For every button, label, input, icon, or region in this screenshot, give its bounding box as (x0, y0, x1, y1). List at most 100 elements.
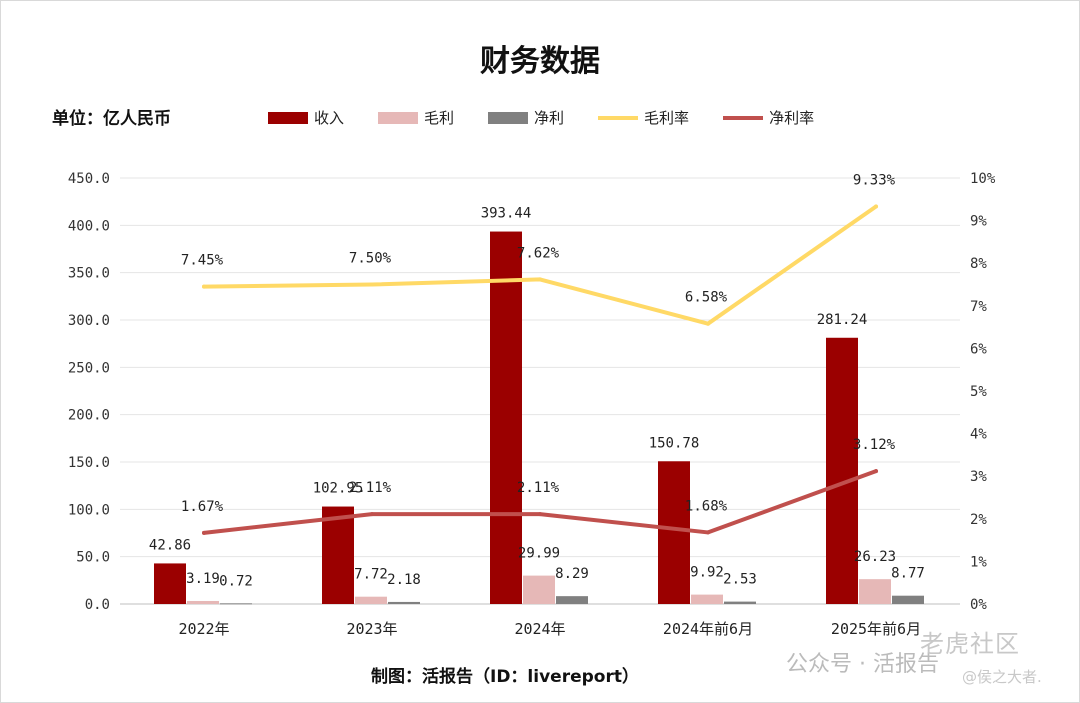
point-gross-margin (370, 282, 374, 287)
bar-gross-profit (355, 596, 387, 604)
data-label-net-margin: 1.68% (685, 498, 728, 514)
x-tick-label: 2025年前6月 (831, 620, 921, 638)
bar-gross-profit (523, 575, 555, 604)
data-label-gross-profit: 3.19 (186, 571, 220, 587)
data-label-net-profit: 0.72 (219, 573, 253, 589)
bar-revenue (154, 563, 186, 604)
bar-revenue (658, 461, 690, 604)
y2-tick-label: 9% (970, 214, 987, 230)
legend-item-gross-margin: 毛利率 (598, 107, 689, 128)
bar-net-profit (388, 601, 420, 604)
data-label-gross-profit: 7.72 (354, 567, 388, 583)
y2-tick-label: 1% (970, 554, 987, 570)
y2-tick-label: 6% (970, 341, 987, 357)
bar-revenue (826, 337, 858, 604)
data-label-gross-margin: 7.62% (517, 245, 560, 261)
y-tick-label: 350.0 (68, 266, 110, 282)
bar-gross-profit (859, 579, 891, 604)
legend-label-gross-margin: 毛利率 (644, 109, 690, 127)
legend-item-net-profit: 净利 (488, 107, 564, 128)
y-tick-label: 0.0 (85, 597, 110, 613)
point-net-margin (874, 469, 878, 474)
point-gross-margin (202, 284, 206, 289)
y-tick-label: 400.0 (68, 218, 110, 234)
y2-tick-label: 10% (970, 171, 996, 187)
bar-net-profit (220, 603, 252, 605)
bar-net-profit (724, 601, 756, 604)
watermark-account: 公众号 · 活报告 (786, 652, 939, 677)
data-label-revenue: 42.86 (149, 537, 191, 553)
legend-swatch-revenue (268, 111, 308, 124)
point-gross-margin (874, 204, 878, 209)
x-tick-label: 2024年前6月 (663, 620, 753, 638)
data-label-revenue: 102.95 (313, 481, 364, 497)
y-tick-label: 100.0 (68, 502, 110, 518)
y2-tick-label: 7% (970, 299, 987, 315)
x-tick-label: 2023年 (346, 620, 397, 638)
line-gross-margin (202, 204, 878, 326)
data-label-net-profit: 8.77 (891, 566, 925, 582)
data-label-revenue: 150.78 (649, 435, 700, 451)
legend-swatch-gross-margin (598, 115, 639, 120)
x-tick-label: 2024年 (514, 620, 565, 638)
unit-label: 单位：亿人民币 (52, 109, 171, 129)
point-net-margin (370, 512, 374, 517)
point-gross-margin (538, 277, 542, 282)
y-tick-label: 250.0 (68, 360, 110, 376)
data-label-gross-margin: 7.45% (181, 253, 224, 269)
x-tick-label: 2022年 (178, 620, 229, 638)
legend-swatch-net-margin (723, 115, 764, 120)
y-tick-label: 450.0 (68, 171, 110, 187)
y2-tick-label: 2% (970, 512, 987, 528)
legend-label-revenue: 收入 (314, 109, 345, 127)
data-label-net-profit: 8.29 (555, 566, 589, 582)
data-label-net-margin: 1.67% (181, 499, 224, 515)
bar-revenue (322, 506, 354, 604)
y2-tick-label: 8% (970, 256, 987, 272)
data-label-gross-profit: 9.92 (690, 565, 724, 581)
legend-label-net-margin: 净利率 (769, 109, 815, 127)
legend-label-net-profit: 净利 (534, 109, 565, 127)
legend-item-net-margin: 净利率 (723, 107, 814, 128)
bar-gross-profit (187, 600, 219, 604)
data-label-net-profit: 2.18 (387, 572, 421, 588)
legend-label-gross-profit: 毛利 (424, 109, 455, 127)
y2-tick-label: 5% (970, 384, 987, 400)
y-tick-label: 50.0 (76, 550, 110, 566)
data-label-net-margin: 2.11% (517, 480, 560, 496)
data-label-gross-margin: 9.33% (853, 173, 896, 189)
point-gross-margin (706, 321, 710, 326)
y2-tick-label: 0% (970, 597, 987, 613)
y-tick-label: 200.0 (68, 408, 110, 424)
chart-title: 财务数据 (480, 44, 600, 79)
footer-credit: 制图：活报告（ID：livereport） (371, 667, 639, 687)
data-label-gross-margin: 7.50% (349, 251, 392, 267)
point-net-margin (538, 512, 542, 517)
legend-swatch-net-profit (488, 111, 529, 124)
bar-net-profit (892, 595, 924, 604)
watermark-community: 老虎社区 (920, 630, 1020, 658)
data-label-net-margin: 3.12% (853, 437, 896, 453)
point-net-margin (706, 530, 710, 535)
bar-gross-profit (691, 594, 723, 604)
y-tick-label: 300.0 (68, 313, 110, 329)
data-label-revenue: 281.24 (817, 312, 868, 328)
bar-revenue (490, 231, 522, 605)
legend-item-revenue: 收入 (268, 107, 344, 128)
y2-tick-label: 3% (970, 469, 987, 485)
data-label-net-margin: 2.11% (349, 480, 392, 496)
data-label-revenue: 393.44 (481, 206, 532, 222)
legend-swatch-gross-profit (378, 111, 419, 124)
data-label-gross-profit: 29.99 (518, 546, 560, 562)
legend-item-gross-profit: 毛利 (378, 107, 454, 128)
data-label-gross-margin: 6.58% (685, 290, 728, 306)
watermark-user: @侯之大者. (962, 668, 1042, 686)
y2-tick-label: 4% (970, 427, 987, 443)
point-net-margin (202, 530, 206, 535)
legend: 收入 毛利 净利 毛利率 净利率 (268, 107, 848, 128)
y-tick-label: 150.0 (68, 455, 110, 471)
bar-net-profit (556, 596, 588, 604)
data-label-net-profit: 2.53 (723, 572, 757, 588)
data-label-gross-profit: 26.23 (854, 549, 896, 565)
